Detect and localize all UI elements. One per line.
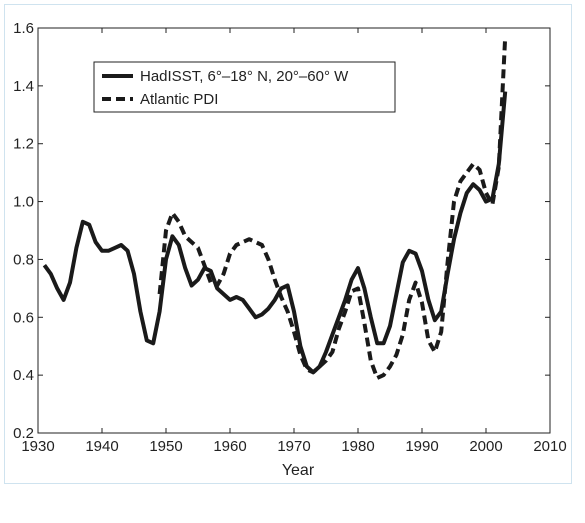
x-tick-label: 2000 [469, 438, 502, 455]
x-tick-label: 1990 [405, 438, 438, 455]
y-tick-label: 1.6 [13, 20, 34, 37]
legend-label-hadisst: HadISST, 6°–18° N, 20°–60° W [140, 68, 349, 85]
legend-box [93, 61, 396, 113]
x-axis: 1930 1940 1950 1960 1970 1980 1990 2000 2010 [21, 28, 567, 455]
x-tick-label: 1970 [277, 438, 310, 455]
y-tick-label: 0.2 [13, 425, 34, 442]
x-tick-label: 1950 [149, 438, 182, 455]
x-tick-label: 2010 [533, 438, 566, 455]
y-tick-label: 0.4 [13, 367, 34, 384]
series-line-hadisst [42, 91, 508, 375]
x-axis-label: Year [282, 462, 315, 479]
series-line-atlantic-pdi [157, 36, 508, 380]
y-tick-label: 1.2 [13, 136, 34, 153]
x-tick-label: 1980 [341, 438, 374, 455]
y-tick-label: 0.6 [13, 309, 34, 326]
series-layer [42, 36, 508, 380]
x-tick-label: 1960 [213, 438, 246, 455]
y-tick-label: 0.8 [13, 251, 34, 268]
x-tick-label: 1940 [85, 438, 118, 455]
x-tick-label: 1930 [21, 438, 54, 455]
y-axis: 0.2 0.4 0.6 0.8 1.0 1.2 1.4 1.6 [13, 20, 550, 442]
y-tick-label: 1.0 [13, 194, 34, 211]
legend-label-atlantic-pdi: Atlantic PDI [140, 91, 218, 108]
figure-frame [4, 4, 572, 484]
y-tick-label: 1.4 [13, 78, 34, 95]
legend: HadISST, 6°–18° N, 20°–60° W Atlantic PD… [93, 61, 396, 113]
